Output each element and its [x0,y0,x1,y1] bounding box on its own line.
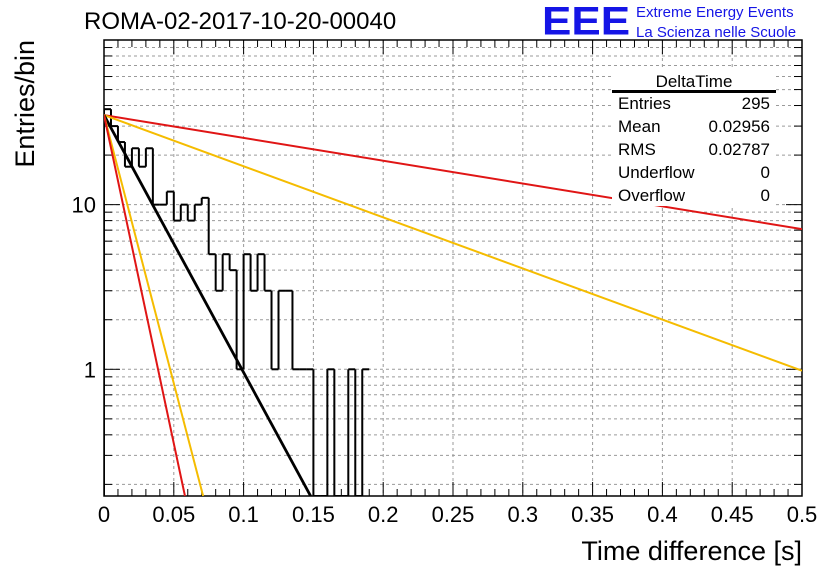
x-tick-label: 0.1 [228,502,259,527]
x-axis-label: Time difference [s] [581,536,802,566]
x-tick-label: 0.45 [711,502,754,527]
x-tick-label: 0.4 [647,502,678,527]
x-tick-label: 0.05 [152,502,195,527]
stats-label: Underflow [618,163,695,182]
x-tick-label: 0.2 [368,502,399,527]
y-tick-label: 1 [84,357,96,382]
x-tick-label: 0.5 [787,502,818,527]
stats-value: 0.02787 [708,140,770,159]
stats-row-overflow: Overflow 0 [618,186,770,208]
y-axis-label: Entries/bin [10,40,40,168]
stats-divider [612,90,776,93]
fit-line-1 [104,114,802,372]
logo-line-1: Extreme Energy Events [636,4,794,21]
fit-line-4 [104,114,186,496]
stats-row-rms: RMS 0.02787 [618,140,770,162]
stats-row-entries: Entries 295 [618,94,770,116]
fit-line-3 [104,114,205,496]
x-tick-label: 0.3 [508,502,539,527]
eee-logo: EEE [542,0,631,44]
stats-label: Overflow [618,186,686,205]
x-tick-label: 0.35 [571,502,614,527]
x-tick-label: 0.15 [292,502,335,527]
stats-value: 0.02956 [708,117,770,136]
stats-title: DeltaTime [655,72,733,91]
stats-box: DeltaTime Entries 295 Mean 0.02956 RMS 0… [612,68,776,206]
y-tick-label: 10 [72,193,96,218]
stats-label: Mean [618,117,661,136]
fit-line-0 [104,114,802,231]
stats-row-mean: Mean 0.02956 [618,117,770,139]
logo-line-2: La Scienza nelle Scuole [636,24,797,41]
stats-row-underflow: Underflow 0 [618,163,770,185]
stats-value: 295 [741,94,770,113]
stats-value: 0 [760,186,770,205]
x-tick-label: 0.25 [432,502,475,527]
stats-label: RMS [618,140,656,159]
x-tick-label: 0 [98,502,110,527]
stats-label: Entries [618,94,671,113]
fit-line-2 [104,114,312,496]
chart-title: ROMA-02-2017-10-20-00040 [84,8,397,35]
stats-value: 0 [760,163,770,182]
